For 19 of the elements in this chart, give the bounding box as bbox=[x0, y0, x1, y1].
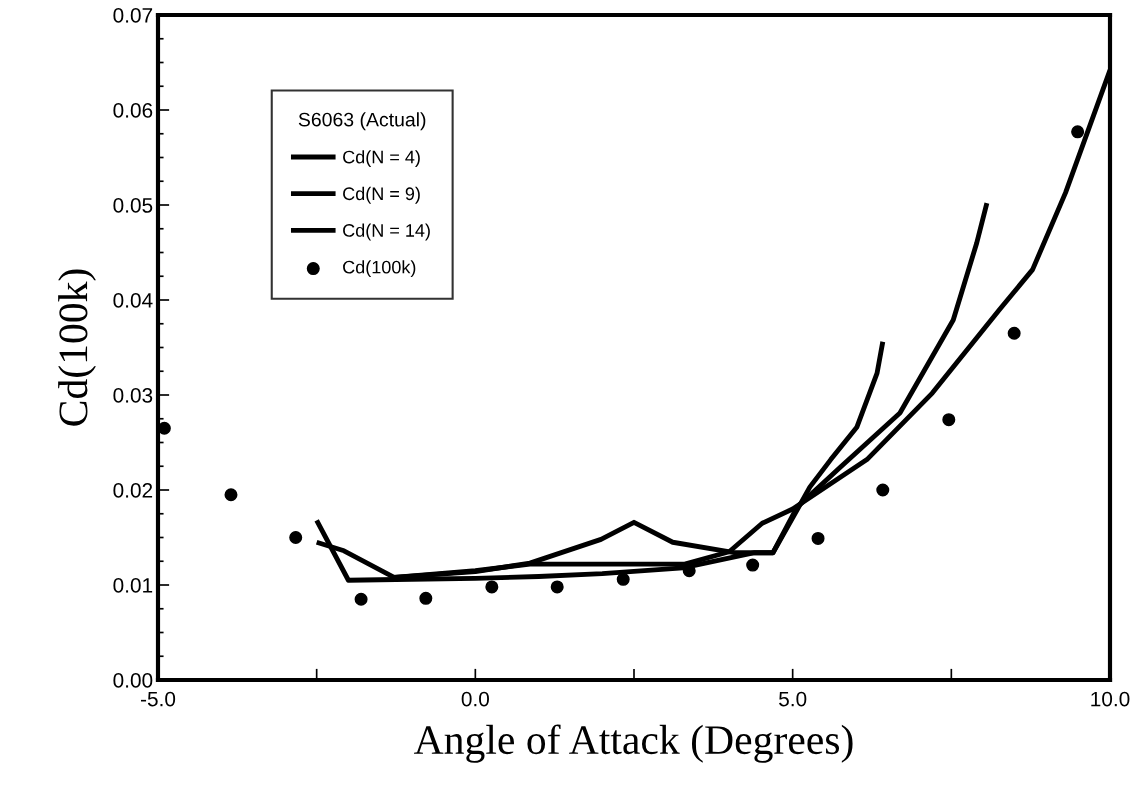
y-tick-label: 0.05 bbox=[113, 198, 153, 213]
legend-label: Cd(N = 14) bbox=[343, 223, 430, 241]
y-tick-label: 0.04 bbox=[113, 293, 153, 308]
x-tick-label: 5.0 bbox=[779, 691, 807, 707]
x-tick-label: 0.0 bbox=[461, 691, 489, 707]
y-tick-label: 0.00 bbox=[113, 673, 153, 688]
y-axis-title: Cd(100k) bbox=[58, 269, 96, 426]
y-tick-label: 0.02 bbox=[113, 483, 153, 498]
y-tick-label: 0.06 bbox=[113, 103, 153, 118]
y-tick-label: 0.03 bbox=[113, 388, 153, 403]
legend-label: Cd(N = 9) bbox=[343, 186, 420, 204]
legend-label: Cd(100k) bbox=[343, 260, 416, 278]
legend-label: Cd(N = 4) bbox=[343, 150, 420, 167]
x-axis-title: Angle of Attack (Degrees) bbox=[414, 724, 853, 763]
y-tick-label: 0.01 bbox=[113, 578, 153, 593]
legend-title: S6063 (Actual) bbox=[298, 112, 426, 131]
y-tick-label: 0.07 bbox=[113, 8, 153, 23]
x-tick-label: -5.0 bbox=[140, 691, 176, 707]
x-tick-label: 10.0 bbox=[1091, 691, 1130, 707]
